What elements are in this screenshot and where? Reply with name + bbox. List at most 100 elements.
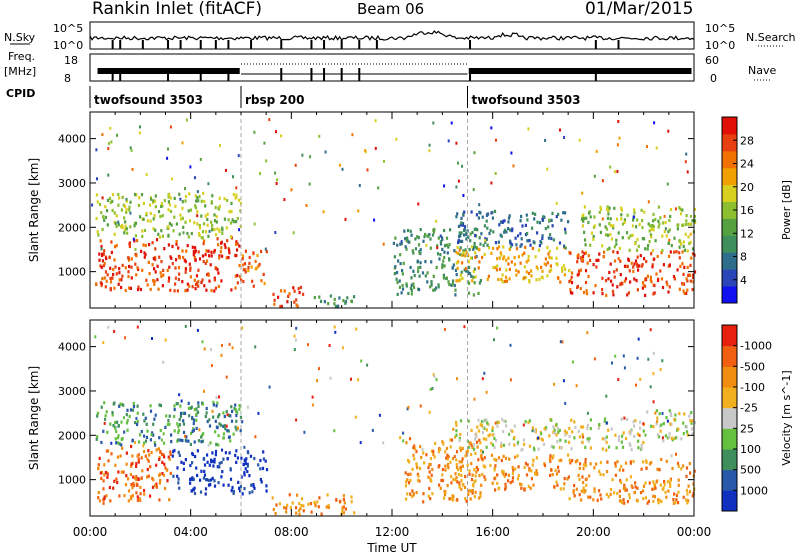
echo-cell <box>513 262 517 266</box>
echo-cell <box>149 465 152 469</box>
echo-cell <box>195 418 198 422</box>
echo-cell <box>605 207 609 211</box>
echo-cell <box>625 231 629 235</box>
echo-cell <box>161 214 164 218</box>
echo-cell <box>248 474 251 478</box>
echo-cell <box>210 250 213 254</box>
echo-cell <box>692 273 695 277</box>
colorbar-swatch-10 <box>722 117 737 135</box>
echo-cell <box>508 247 511 251</box>
echo-cell <box>341 506 344 510</box>
echo-cell <box>670 413 673 418</box>
sparse-echo <box>484 238 487 242</box>
echo-cell <box>645 259 648 264</box>
echo-cell <box>678 206 681 210</box>
echo-region-1-1 <box>95 400 244 447</box>
echo-cell <box>219 250 222 254</box>
echo-cell <box>404 471 407 475</box>
echo-cell <box>468 271 471 275</box>
echo-cell <box>99 471 102 475</box>
echo-cell <box>622 468 625 472</box>
echo-cell <box>197 199 200 203</box>
sparse-echo <box>374 119 377 123</box>
echo-cell <box>689 471 692 475</box>
echo-cell <box>550 468 553 472</box>
echo-cell <box>580 489 583 493</box>
echo-cell <box>200 214 203 218</box>
sparse-echo <box>184 434 187 438</box>
echo-cell <box>238 404 241 408</box>
echo-cell <box>657 501 660 505</box>
sparse-echo <box>666 419 669 423</box>
echo-cell <box>221 254 224 258</box>
echo-cell <box>216 268 219 272</box>
echo-cell <box>620 480 623 485</box>
echo-cell <box>635 279 638 283</box>
echo-cell <box>625 488 628 492</box>
freq-label: Freq. <box>8 50 35 63</box>
echo-cell <box>413 444 416 448</box>
echo-cell <box>639 491 643 495</box>
echo-cell <box>285 506 288 510</box>
echo-cell <box>685 222 688 226</box>
echo-cell <box>193 255 196 259</box>
echo-cell <box>662 422 665 426</box>
echo-cell <box>226 429 229 433</box>
echo-cell <box>187 406 190 410</box>
echo-cell <box>628 442 631 446</box>
nsky-tick-bottom: 10^0 <box>53 39 83 52</box>
echo-cell <box>651 487 654 491</box>
echo-cell <box>682 421 685 425</box>
echo-cell <box>685 219 688 223</box>
echo-cell <box>430 449 433 453</box>
echo-cell <box>502 245 505 249</box>
echo-cell <box>456 245 459 249</box>
echo-cell <box>168 193 171 197</box>
echo-cell <box>464 497 467 501</box>
echo-cell <box>636 218 639 222</box>
echo-cell <box>489 463 492 467</box>
echo-cell <box>412 446 415 450</box>
echo-cell <box>607 495 610 499</box>
sparse-echo <box>357 209 360 213</box>
echo-cell <box>460 460 463 464</box>
echo-cell <box>659 429 662 433</box>
echo-cell <box>206 223 209 227</box>
echo-cell <box>467 260 470 264</box>
echo-cell <box>196 196 199 200</box>
echo-cell <box>208 478 211 483</box>
echo-cell <box>617 438 620 442</box>
echo-cell <box>102 429 105 433</box>
echo-cell <box>646 247 649 251</box>
echo-cell <box>674 413 677 417</box>
echo-cell <box>668 263 671 267</box>
sparse-echo <box>208 418 211 422</box>
echo-cell <box>615 217 619 221</box>
echo-cell <box>177 277 180 281</box>
echo-cell <box>449 438 452 442</box>
echo-cell <box>204 214 207 218</box>
echo-cell <box>235 449 238 453</box>
echo-cell <box>143 251 146 255</box>
echo-cell <box>519 244 522 248</box>
echo-cell <box>134 421 137 425</box>
sparse-echo <box>684 160 687 164</box>
echo-cell <box>447 280 450 284</box>
echo-cell <box>160 202 163 206</box>
echo-cell <box>531 463 534 467</box>
echo-cell <box>629 234 632 238</box>
echo-cell <box>665 416 668 420</box>
echo-cell <box>432 449 435 453</box>
echo-cell <box>600 497 603 501</box>
echo-cell <box>604 279 608 283</box>
echo-cell <box>168 203 171 207</box>
echo-cell <box>613 206 616 210</box>
colorbar-label-0: Power [dB] <box>780 180 793 240</box>
sparse-echo <box>216 227 219 231</box>
echo-cell <box>613 259 617 263</box>
echo-cell <box>511 243 514 247</box>
echo-cell <box>616 491 619 496</box>
echo-cell <box>144 454 147 458</box>
sparse-echo <box>254 345 257 349</box>
echo-cell <box>473 241 476 246</box>
